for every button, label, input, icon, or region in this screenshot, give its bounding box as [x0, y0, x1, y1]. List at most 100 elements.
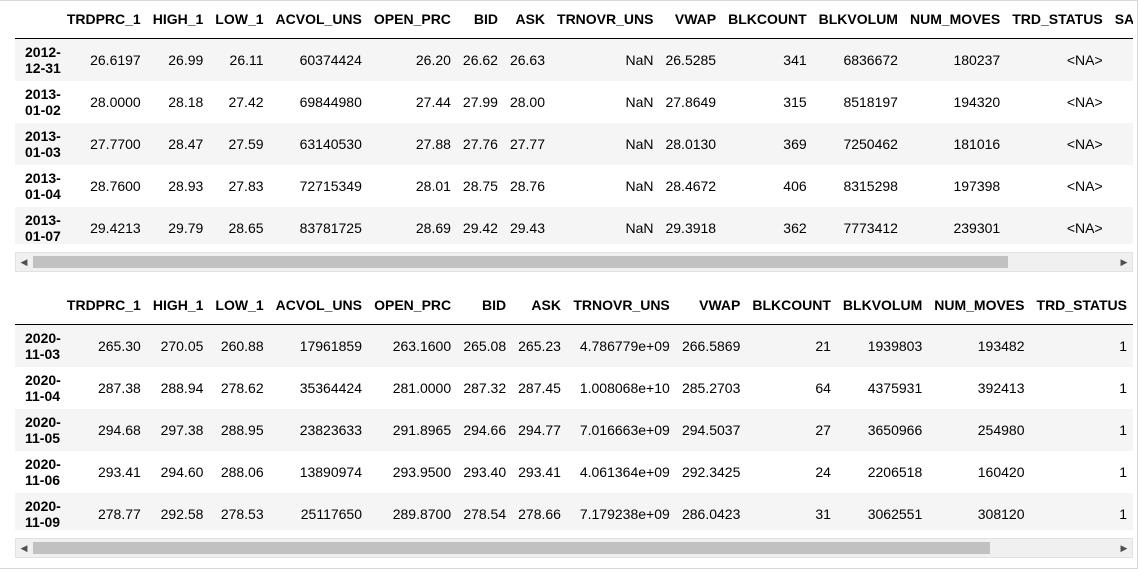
table-row: 2012- 12-31 26.6197 26.99 26.11 60374424 26.20…	[15, 38, 1133, 81]
table-cell: NaN	[625, 135, 654, 152]
scrollbar-thumb[interactable]	[33, 256, 1008, 268]
row-index-label: 2020- 11-09	[25, 497, 61, 530]
table-cell: 278.54	[463, 505, 507, 522]
scrollbar-thumb[interactable]	[33, 542, 990, 554]
column-header: ACVOL_UNS	[269, 286, 368, 325]
column-header: ACVOL_UNS	[269, 0, 368, 39]
table-cell: 7250462	[843, 135, 898, 152]
table-cell: 28.0000	[90, 93, 141, 110]
table-cell: 287.32	[463, 379, 507, 396]
index-header	[15, 286, 61, 325]
table-cell: 8315298	[843, 177, 898, 194]
row-index-label: 2012- 12-31	[25, 43, 61, 76]
table-cell: 63140530	[299, 135, 362, 152]
column-header: TRD_STATUS	[1006, 0, 1109, 39]
row-index-label: 2020- 11-04	[25, 371, 61, 404]
table-cell: 281.0000	[392, 379, 452, 396]
column-header: LOW_1	[209, 0, 270, 39]
table-body: 2012- 12-31 26.6197 26.99 26.11 60374424 26.20…	[15, 38, 1133, 245]
table-cell: 64	[815, 379, 831, 396]
table-cell-empty	[1109, 39, 1133, 81]
scroll-right-icon[interactable]: ▶	[1120, 257, 1128, 267]
row-index-label: 2013- 01-02	[25, 85, 61, 118]
table-cell: 28.18	[168, 93, 204, 110]
horizontal-scrollbar[interactable]: ◀ ▶	[15, 538, 1133, 558]
row-index-label: 2020- 11-06	[25, 455, 61, 488]
table-cell: 4.786779e+09	[579, 337, 670, 354]
table-cell-empty	[1109, 207, 1133, 245]
table-cell: 287.45	[518, 379, 561, 396]
column-header: NUM_MOVES	[928, 286, 1031, 325]
table-cell: 2206518	[867, 463, 923, 480]
table-cell: 180237	[953, 51, 1001, 68]
table-cell: 266.5869	[681, 337, 741, 354]
table-cell: 270.05	[160, 337, 204, 354]
table-cell: 4375931	[867, 379, 923, 396]
table-cell: 160420	[977, 463, 1025, 480]
table-cell: 23823633	[299, 421, 362, 438]
row-index-label: 2013- 01-04	[25, 169, 61, 202]
table-cell: 7.016663e+09	[579, 421, 670, 438]
table-cell: 6836672	[843, 51, 898, 68]
table-cell-empty	[1109, 165, 1133, 207]
table-cell: <NA>	[1066, 177, 1103, 194]
table-cell: 1	[1119, 379, 1127, 396]
table-cell: 35364424	[299, 379, 362, 396]
table-cell: 278.53	[220, 505, 264, 522]
table-cell: 263.1600	[392, 337, 452, 354]
table-cell: 8518197	[843, 93, 898, 110]
table-row: 2020- 11-03 265.30 270.05 260.88 17961859 263.…	[15, 324, 1133, 367]
table-cell: 27.44	[415, 93, 451, 110]
column-header: LOW_1	[209, 286, 270, 325]
table-cell: 286.0423	[681, 505, 741, 522]
scroll-left-icon[interactable]: ◀	[20, 543, 28, 553]
table-cell: 265.23	[518, 337, 561, 354]
table-cell: 28.7600	[90, 177, 141, 194]
table-cell: 315	[783, 93, 807, 110]
table-cell: 392413	[977, 379, 1025, 396]
table-cell: 278.77	[97, 505, 141, 522]
table-cell: 1	[1119, 421, 1127, 438]
table-row: 2020- 11-05 294.68 297.38 288.95 23823633 291.…	[15, 408, 1133, 451]
table-cell: 28.65	[228, 219, 264, 236]
table-row: 2020- 11-06 293.41 294.60 288.06 13890974 293.…	[15, 450, 1133, 493]
scroll-left-icon[interactable]: ◀	[20, 257, 28, 267]
table-cell: 28.69	[415, 219, 451, 236]
column-header: TRNOVR_UNS	[566, 286, 676, 325]
horizontal-scrollbar[interactable]: ◀ ▶	[15, 252, 1133, 272]
dataframe-scroll-area-1[interactable]: TRDPRC_1 HIGH_1 LOW_1 ACVOL_UNS OPEN_PRC…	[15, 0, 1133, 244]
header-row: TRDPRC_1 HIGH_1 LOW_1 ACVOL_UNS OPEN_PRC…	[15, 286, 1133, 325]
table-cell: 291.8965	[392, 421, 452, 438]
table-cell: NaN	[625, 177, 654, 194]
table-cell: 26.6197	[90, 51, 141, 68]
row-index-label: 2020- 11-03	[25, 329, 61, 362]
table-cell: 293.9500	[392, 463, 452, 480]
dataframe-table-1: TRDPRC_1 HIGH_1 LOW_1 ACVOL_UNS OPEN_PRC…	[15, 0, 1133, 244]
table-cell: 28.00	[509, 93, 546, 110]
table-cell: 294.77	[518, 421, 561, 438]
table-cell: 28.75	[462, 177, 498, 194]
column-header: VWAP	[659, 0, 723, 39]
dataframe-scroll-area-2[interactable]: TRDPRC_1 HIGH_1 LOW_1 ACVOL_UNS OPEN_PRC…	[15, 286, 1133, 530]
table-cell: 294.68	[97, 421, 141, 438]
table-cell: 27.8649	[665, 93, 717, 110]
table-cell: 260.88	[220, 337, 264, 354]
table-row: 2013- 01-02 28.0000 28.18 27.42 69844980 27.44…	[15, 80, 1133, 123]
table-cell: 26.11	[229, 51, 264, 68]
table-cell: <NA>	[1066, 93, 1103, 110]
table-cell: 289.8700	[392, 505, 452, 522]
table-cell: 28.0130	[665, 135, 717, 152]
table-cell: 287.38	[97, 379, 141, 396]
table-cell: 294.5037	[681, 421, 741, 438]
table-cell: 294.66	[463, 421, 507, 438]
column-header: TRNOVR_UNS	[551, 0, 660, 39]
scroll-right-icon[interactable]: ▶	[1120, 543, 1128, 553]
table-cell: 83781725	[299, 219, 362, 236]
table-cell: 1.008068e+10	[579, 379, 670, 396]
table-cell: 29.4213	[90, 219, 141, 236]
table-cell: 293.40	[463, 463, 507, 480]
table-cell: 197398	[953, 177, 1001, 194]
table-row: 2013- 01-04 28.7600 28.93 27.83 72715349 28.01…	[15, 164, 1133, 207]
column-header: HIGH_1	[146, 286, 210, 325]
table-cell: 7773412	[843, 219, 898, 236]
